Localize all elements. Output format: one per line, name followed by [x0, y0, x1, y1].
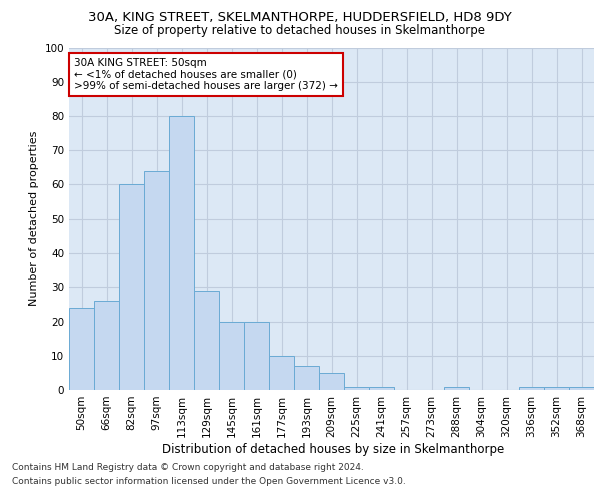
Text: 30A KING STREET: 50sqm
← <1% of detached houses are smaller (0)
>99% of semi-det: 30A KING STREET: 50sqm ← <1% of detached… [74, 58, 338, 91]
Bar [119, 184, 144, 390]
Bar [544, 386, 569, 390]
Bar [219, 322, 244, 390]
Bar [194, 290, 219, 390]
Bar [319, 373, 344, 390]
Bar [369, 386, 394, 390]
Y-axis label: Number of detached properties: Number of detached properties [29, 131, 39, 306]
Bar [69, 308, 94, 390]
Bar [269, 356, 294, 390]
Bar [94, 301, 119, 390]
Bar [144, 171, 169, 390]
Bar [294, 366, 319, 390]
Text: Size of property relative to detached houses in Skelmanthorpe: Size of property relative to detached ho… [115, 24, 485, 37]
Bar [244, 322, 269, 390]
Bar [344, 386, 369, 390]
Bar [569, 386, 594, 390]
Text: 30A, KING STREET, SKELMANTHORPE, HUDDERSFIELD, HD8 9DY: 30A, KING STREET, SKELMANTHORPE, HUDDERS… [88, 11, 512, 24]
Bar [169, 116, 194, 390]
Bar [519, 386, 544, 390]
Text: Contains HM Land Registry data © Crown copyright and database right 2024.: Contains HM Land Registry data © Crown c… [12, 464, 364, 472]
Bar [444, 386, 469, 390]
Text: Distribution of detached houses by size in Skelmanthorpe: Distribution of detached houses by size … [162, 442, 504, 456]
Text: Contains public sector information licensed under the Open Government Licence v3: Contains public sector information licen… [12, 477, 406, 486]
